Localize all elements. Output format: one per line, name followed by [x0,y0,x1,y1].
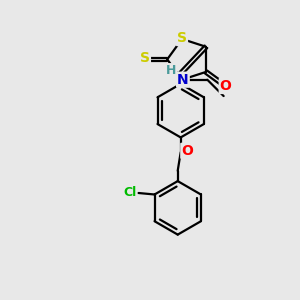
Text: H: H [166,64,176,77]
Text: S: S [140,52,150,65]
Text: O: O [181,144,193,158]
Text: Cl: Cl [123,186,136,199]
Text: N: N [177,73,189,87]
Text: O: O [220,79,232,93]
Text: S: S [177,31,187,45]
